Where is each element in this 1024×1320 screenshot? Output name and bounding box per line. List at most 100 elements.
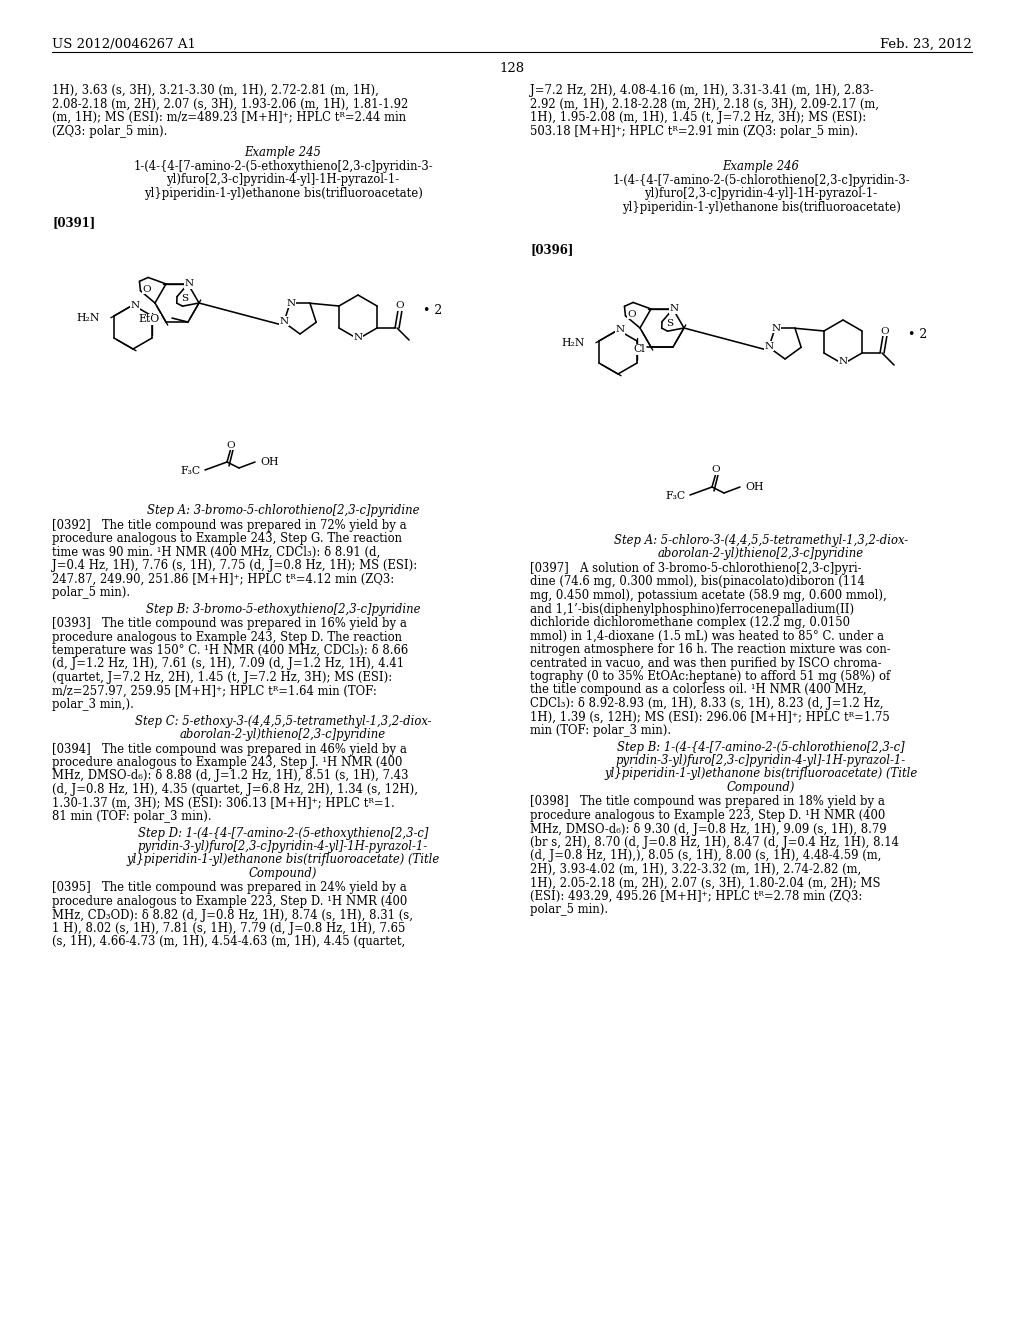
Text: (s, 1H), 4.66-4.73 (m, 1H), 4.54-4.63 (m, 1H), 4.45 (quartet,: (s, 1H), 4.66-4.73 (m, 1H), 4.54-4.63 (m… [52,936,406,949]
Text: S: S [666,319,673,329]
Text: (m, 1H); MS (ESI): m/z=489.23 [M+H]⁺; HPLC tᴿ=2.44 min: (m, 1H); MS (ESI): m/z=489.23 [M+H]⁺; HP… [52,111,407,124]
Text: procedure analogous to Example 243, Step G. The reaction: procedure analogous to Example 243, Step… [52,532,402,545]
Text: yl}piperidin-1-yl)ethanone bis(trifluoroacetate) (Title: yl}piperidin-1-yl)ethanone bis(trifluoro… [126,854,439,866]
Text: US 2012/0046267 A1: US 2012/0046267 A1 [52,38,196,51]
Text: MHz, DMSO-d₆): δ 9.30 (d, J=0.8 Hz, 1H), 9.09 (s, 1H), 8.79: MHz, DMSO-d₆): δ 9.30 (d, J=0.8 Hz, 1H),… [530,822,887,836]
Text: 1 H), 8.02 (s, 1H), 7.81 (s, 1H), 7.79 (d, J=0.8 Hz, 1H), 7.65: 1 H), 8.02 (s, 1H), 7.81 (s, 1H), 7.79 (… [52,921,406,935]
Text: 247.87, 249.90, 251.86 [M+H]⁺; HPLC tᴿ=4.12 min (ZQ3:: 247.87, 249.90, 251.86 [M+H]⁺; HPLC tᴿ=4… [52,573,394,586]
Text: O: O [881,326,890,335]
Text: N: N [670,305,679,313]
Text: (d, J=0.8 Hz, 1H),), 8.05 (s, 1H), 8.00 (s, 1H), 4.48-4.59 (m,: (d, J=0.8 Hz, 1H),), 8.05 (s, 1H), 8.00 … [530,850,882,862]
Text: N: N [353,333,362,342]
Text: MHz, CD₃OD): δ 8.82 (d, J=0.8 Hz, 1H), 8.74 (s, 1H), 8.31 (s,: MHz, CD₃OD): δ 8.82 (d, J=0.8 Hz, 1H), 8… [52,908,413,921]
Text: 1H), 1.95-2.08 (m, 1H), 1.45 (t, J=7.2 Hz, 3H); MS (ESI):: 1H), 1.95-2.08 (m, 1H), 1.45 (t, J=7.2 H… [530,111,866,124]
Text: N: N [615,326,625,334]
Text: procedure analogous to Example 243, Step D. The reaction: procedure analogous to Example 243, Step… [52,631,402,644]
Text: (d, J=1.2 Hz, 1H), 7.61 (s, 1H), 7.09 (d, J=1.2 Hz, 1H), 4.41: (d, J=1.2 Hz, 1H), 7.61 (s, 1H), 7.09 (d… [52,657,404,671]
Text: [0396]: [0396] [530,243,573,256]
Text: [0398]   The title compound was prepared in 18% yield by a: [0398] The title compound was prepared i… [530,796,885,808]
Text: N: N [280,317,289,326]
Text: (br s, 2H), 8.70 (d, J=0.8 Hz, 1H), 8.47 (d, J=0.4 Hz, 1H), 8.14: (br s, 2H), 8.70 (d, J=0.8 Hz, 1H), 8.47… [530,836,899,849]
Text: pyridin-3-yl)furo[2,3-c]pyridin-4-yl]-1H-pyrazol-1-: pyridin-3-yl)furo[2,3-c]pyridin-4-yl]-1H… [138,840,428,853]
Text: dine (74.6 mg, 0.300 mmol), bis(pinacolato)diboron (114: dine (74.6 mg, 0.300 mmol), bis(pinacola… [530,576,865,589]
Text: procedure analogous to Example 223, Step D. ¹H NMR (400: procedure analogous to Example 223, Step… [52,895,408,908]
Text: aborolan-2-yl)thieno[2,3-c]pyridine: aborolan-2-yl)thieno[2,3-c]pyridine [658,548,864,561]
Text: Step A: 3-bromo-5-chlorothieno[2,3-c]pyridine: Step A: 3-bromo-5-chlorothieno[2,3-c]pyr… [146,504,419,517]
Text: 1.30-1.37 (m, 3H); MS (ESI): 306.13 [M+H]⁺; HPLC tᴿ=1.: 1.30-1.37 (m, 3H); MS (ESI): 306.13 [M+H… [52,796,394,809]
Text: N: N [771,323,780,333]
Text: and 1,1’-bis(diphenylphosphino)ferrocenepalladium(II): and 1,1’-bis(diphenylphosphino)ferrocene… [530,602,854,615]
Text: [0392]   The title compound was prepared in 72% yield by a: [0392] The title compound was prepared i… [52,519,407,532]
Text: [0397]   A solution of 3-bromo-5-chlorothieno[2,3-c]pyri-: [0397] A solution of 3-bromo-5-chlorothi… [530,562,861,576]
Text: Step D: 1-(4-{4-[7-amino-2-(5-ethoxythieno[2,3-c]: Step D: 1-(4-{4-[7-amino-2-(5-ethoxythie… [138,826,428,840]
Text: procedure analogous to Example 223, Step D. ¹H NMR (400: procedure analogous to Example 223, Step… [530,809,886,822]
Text: tography (0 to 35% EtOAc:heptane) to afford 51 mg (58%) of: tography (0 to 35% EtOAc:heptane) to aff… [530,671,890,682]
Text: [0393]   The title compound was prepared in 16% yield by a: [0393] The title compound was prepared i… [52,616,407,630]
Text: (quartet, J=7.2 Hz, 2H), 1.45 (t, J=7.2 Hz, 3H); MS (ESI):: (quartet, J=7.2 Hz, 2H), 1.45 (t, J=7.2 … [52,671,392,684]
Text: N: N [764,342,773,351]
Text: F₃C: F₃C [181,466,201,477]
Text: 1H), 1.39 (s, 12H); MS (ESI): 296.06 [M+H]⁺; HPLC tᴿ=1.75: 1H), 1.39 (s, 12H); MS (ESI): 296.06 [M+… [530,710,890,723]
Text: dichloride dichloromethane complex (12.2 mg, 0.0150: dichloride dichloromethane complex (12.2… [530,616,850,630]
Text: • 2: • 2 [908,329,928,342]
Text: polar_3 min,).: polar_3 min,). [52,698,134,711]
Text: H₂N: H₂N [561,338,585,348]
Text: 1H), 3.63 (s, 3H), 3.21-3.30 (m, 1H), 2.72-2.81 (m, 1H),: 1H), 3.63 (s, 3H), 3.21-3.30 (m, 1H), 2.… [52,84,379,96]
Text: ethoxy: ethoxy [158,317,163,319]
Text: centrated in vacuo, and was then purified by ISCO chroma-: centrated in vacuo, and was then purifie… [530,656,882,669]
Text: [0395]   The title compound was prepared in 24% yield by a: [0395] The title compound was prepared i… [52,882,407,895]
Text: N: N [839,358,848,367]
Text: Example 245: Example 245 [245,147,322,158]
Text: 2H), 3.93-4.02 (m, 1H), 3.22-3.32 (m, 1H), 2.74-2.82 (m,: 2H), 3.93-4.02 (m, 1H), 3.22-3.32 (m, 1H… [530,863,861,876]
Text: OH: OH [745,482,764,492]
Text: 1H), 2.05-2.18 (m, 2H), 2.07 (s, 3H), 1.80-2.04 (m, 2H); MS: 1H), 2.05-2.18 (m, 2H), 2.07 (s, 3H), 1.… [530,876,881,890]
Text: time was 90 min. ¹H NMR (400 MHz, CDCl₃): δ 8.91 (d,: time was 90 min. ¹H NMR (400 MHz, CDCl₃)… [52,545,380,558]
Text: (ZQ3: polar_5 min).: (ZQ3: polar_5 min). [52,124,167,137]
Text: polar_5 min).: polar_5 min). [52,586,130,599]
Text: O: O [395,301,404,310]
Text: OH: OH [260,457,279,467]
Text: J=0.4 Hz, 1H), 7.76 (s, 1H), 7.75 (d, J=0.8 Hz, 1H); MS (ESI):: J=0.4 Hz, 1H), 7.76 (s, 1H), 7.75 (d, J=… [52,558,417,572]
Text: mmol) in 1,4-dioxane (1.5 mL) was heated to 85° C. under a: mmol) in 1,4-dioxane (1.5 mL) was heated… [530,630,884,643]
Text: O: O [712,466,720,474]
Text: min (TOF: polar_3 min).: min (TOF: polar_3 min). [530,723,671,737]
Text: CDCl₃): δ 8.92-8.93 (m, 1H), 8.33 (s, 1H), 8.23 (d, J=1.2 Hz,: CDCl₃): δ 8.92-8.93 (m, 1H), 8.33 (s, 1H… [530,697,884,710]
Text: F₃C: F₃C [666,491,686,502]
Text: 81 min (TOF: polar_3 min).: 81 min (TOF: polar_3 min). [52,810,212,822]
Text: EtO: EtO [138,314,160,323]
Text: J=7.2 Hz, 2H), 4.08-4.16 (m, 1H), 3.31-3.41 (m, 1H), 2.83-: J=7.2 Hz, 2H), 4.08-4.16 (m, 1H), 3.31-3… [530,84,873,96]
Text: MHz, DMSO-d₆): δ 8.88 (d, J=1.2 Hz, 1H), 8.51 (s, 1H), 7.43: MHz, DMSO-d₆): δ 8.88 (d, J=1.2 Hz, 1H),… [52,770,409,783]
Text: procedure analogous to Example 243, Step J. ¹H NMR (400: procedure analogous to Example 243, Step… [52,756,402,770]
Text: 1-(4-{4-[7-amino-2-(5-ethoxythieno[2,3-c]pyridin-3-: 1-(4-{4-[7-amino-2-(5-ethoxythieno[2,3-c… [133,160,433,173]
Text: (ESI): 493.29, 495.26 [M+H]⁺; HPLC tᴿ=2.78 min (ZQ3:: (ESI): 493.29, 495.26 [M+H]⁺; HPLC tᴿ=2.… [530,890,862,903]
Text: Step C: 5-ethoxy-3-(4,4,5,5-tetramethyl-1,3,2-diox-: Step C: 5-ethoxy-3-(4,4,5,5-tetramethyl-… [135,714,431,727]
Text: 503.18 [M+H]⁺; HPLC tᴿ=2.91 min (ZQ3: polar_5 min).: 503.18 [M+H]⁺; HPLC tᴿ=2.91 min (ZQ3: po… [530,124,858,137]
Text: S: S [181,294,188,304]
Text: Compound): Compound) [249,867,317,880]
Text: aborolan-2-yl)thieno[2,3-c]pyridine: aborolan-2-yl)thieno[2,3-c]pyridine [180,729,386,741]
Text: polar_5 min).: polar_5 min). [530,903,608,916]
Text: Feb. 23, 2012: Feb. 23, 2012 [881,38,972,51]
Text: nitrogen atmosphere for 16 h. The reaction mixture was con-: nitrogen atmosphere for 16 h. The reacti… [530,643,891,656]
Text: 2.92 (m, 1H), 2.18-2.28 (m, 2H), 2.18 (s, 3H), 2.09-2.17 (m,: 2.92 (m, 1H), 2.18-2.28 (m, 2H), 2.18 (s… [530,98,879,111]
Text: N: N [287,298,296,308]
Text: Compound): Compound) [727,781,796,795]
Text: Step B: 1-(4-{4-[7-amino-2-(5-chlorothieno[2,3-c]: Step B: 1-(4-{4-[7-amino-2-(5-chlorothie… [617,741,905,754]
Text: 1-(4-{4-[7-amino-2-(5-chlorothieno[2,3-c]pyridin-3-: 1-(4-{4-[7-amino-2-(5-chlorothieno[2,3-c… [612,174,909,187]
Text: (d, J=0.8 Hz, 1H), 4.35 (quartet, J=6.8 Hz, 2H), 1.34 (s, 12H),: (d, J=0.8 Hz, 1H), 4.35 (quartet, J=6.8 … [52,783,418,796]
Text: Step A: 5-chloro-3-(4,4,5,5-tetramethyl-1,3,2-diox-: Step A: 5-chloro-3-(4,4,5,5-tetramethyl-… [614,535,908,546]
Text: yl}piperidin-1-yl)ethanone bis(trifluoroacetate): yl}piperidin-1-yl)ethanone bis(trifluoro… [622,201,900,214]
Text: Cl: Cl [633,345,645,354]
Text: the title compound as a colorless oil. ¹H NMR (400 MHz,: the title compound as a colorless oil. ¹… [530,684,866,697]
Text: • 2: • 2 [423,304,442,317]
Text: yl)furo[2,3-c]pyridin-4-yl]-1H-pyrazol-1-: yl)furo[2,3-c]pyridin-4-yl]-1H-pyrazol-1… [644,187,878,201]
Text: [0391]: [0391] [52,216,95,228]
Text: yl)furo[2,3-c]pyridin-4-yl]-1H-pyrazol-1-: yl)furo[2,3-c]pyridin-4-yl]-1H-pyrazol-1… [167,173,399,186]
Text: temperature was 150° C. ¹H NMR (400 MHz, CDCl₃): δ 8.66: temperature was 150° C. ¹H NMR (400 MHz,… [52,644,409,657]
Text: Step B: 3-bromo-5-ethoxythieno[2,3-c]pyridine: Step B: 3-bromo-5-ethoxythieno[2,3-c]pyr… [145,602,420,615]
Text: O: O [226,441,236,450]
Text: m/z=257.97, 259.95 [M+H]⁺; HPLC tᴿ=1.64 min (TOF:: m/z=257.97, 259.95 [M+H]⁺; HPLC tᴿ=1.64 … [52,685,377,697]
Text: 2.08-2.18 (m, 2H), 2.07 (s, 3H), 1.93-2.06 (m, 1H), 1.81-1.92: 2.08-2.18 (m, 2H), 2.07 (s, 3H), 1.93-2.… [52,98,409,111]
Text: yl}piperidin-1-yl)ethanone bis(trifluoroacetate): yl}piperidin-1-yl)ethanone bis(trifluoro… [143,187,423,201]
Text: N: N [184,280,194,289]
